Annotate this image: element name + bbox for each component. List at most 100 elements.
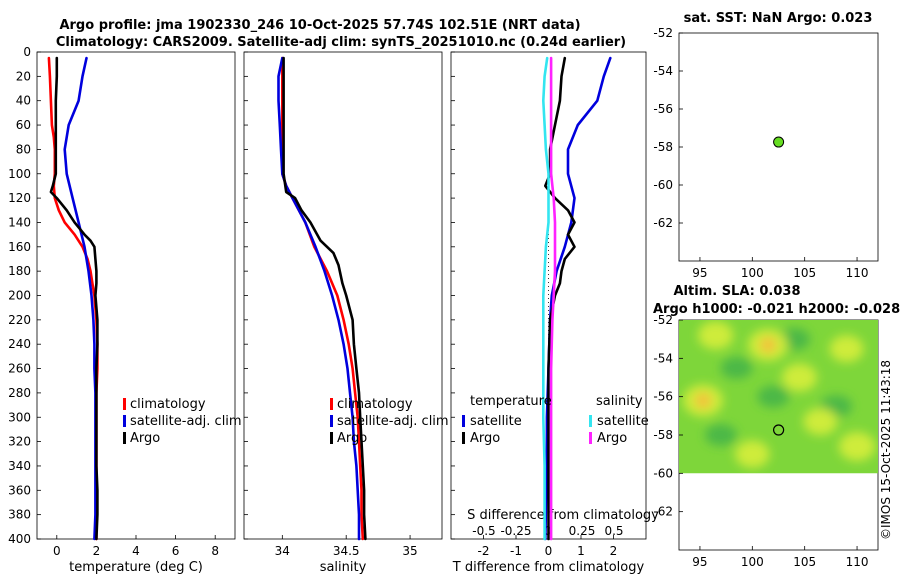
sla-high-cell xyxy=(838,432,876,461)
sla-low-cell xyxy=(720,356,753,379)
y-tick-label: -60 xyxy=(653,178,673,192)
legend-label: climatology xyxy=(337,397,413,412)
y-tick-label: 80 xyxy=(16,142,31,156)
x-top-tick-label: 0.25 xyxy=(569,524,596,538)
series-line-temperature-argo xyxy=(543,56,576,541)
x-top-tick-label: -0.5 xyxy=(472,524,495,538)
plot-frame xyxy=(243,51,443,540)
y-tick-label: 140 xyxy=(8,215,31,229)
map-frame xyxy=(678,32,879,262)
y-tick-label: 60 xyxy=(16,118,31,132)
y-tick-label: -54 xyxy=(653,64,673,78)
x-tick-label: 100 xyxy=(741,266,764,280)
x-axis-label: temperature (deg C) xyxy=(69,560,203,575)
legend-swatch xyxy=(123,432,126,444)
legend-label: satellite-adj. clim xyxy=(130,414,242,429)
sla-high-cell xyxy=(803,408,838,436)
legend-label: satellite xyxy=(470,414,522,429)
y-tick-label: -52 xyxy=(653,26,673,40)
x-axis-label: T difference from climatology xyxy=(452,560,645,575)
legend-label: Argo xyxy=(470,431,500,446)
x-tick-label: 4 xyxy=(132,544,140,558)
y-tick-label: 280 xyxy=(8,386,31,400)
series-line-argo xyxy=(49,56,99,541)
legend-label: satellite xyxy=(597,414,649,429)
sla-high-cell xyxy=(829,335,864,363)
y-tick-label: -54 xyxy=(653,351,673,365)
x-tick-label: 0 xyxy=(53,544,61,558)
x-tick-label: 100 xyxy=(741,555,764,569)
y-tick-label: 320 xyxy=(8,435,31,449)
y-tick-label: 200 xyxy=(8,289,31,303)
difference-panel: -2 -1 0 1 2 T difference from climatology S di… xyxy=(450,51,659,575)
legend-label: Argo xyxy=(130,431,160,446)
x-tick-label: 34 xyxy=(275,544,290,558)
x-tick-label: 8 xyxy=(211,544,219,558)
x-tick-label: 105 xyxy=(793,266,816,280)
heatmap-blobs xyxy=(683,321,876,468)
sla-map-subtitle: Argo h1000: -0.021 h2000: -0.028 xyxy=(653,302,900,317)
y-tick-label: -52 xyxy=(653,313,673,327)
sla-low-cell xyxy=(704,424,737,446)
x-tick-label: 110 xyxy=(846,266,869,280)
x-tick-label: 95 xyxy=(692,555,707,569)
sst-map-title: sat. SST: NaN Argo: 0.023 xyxy=(684,11,873,26)
sla-peak-cell xyxy=(695,392,712,409)
y-tick-label: 240 xyxy=(8,337,31,351)
x-tick-label: -1 xyxy=(510,544,522,558)
sla-peak-cell xyxy=(760,336,777,353)
altim-sla-map-panel: Altim. SLA: 0.038 Argo h1000: -0.021 h200… xyxy=(653,284,900,569)
legend-group-title: temperature xyxy=(470,394,552,409)
x-axis-label: salinity xyxy=(320,560,367,575)
legend-swatch xyxy=(589,432,592,444)
legend-label: satellite-adj. clim xyxy=(337,414,449,429)
legend-swatch xyxy=(123,415,126,427)
y-tick-label: 40 xyxy=(16,94,31,108)
series-line-argo xyxy=(282,56,367,541)
x-tick-label: 95 xyxy=(692,266,707,280)
legend-label: climatology xyxy=(130,397,206,412)
x-tick-label: 105 xyxy=(793,555,816,569)
sla-high-cell xyxy=(698,321,734,350)
y-tick-label: 220 xyxy=(8,313,31,327)
y-tick-label: 260 xyxy=(8,362,31,376)
x-tick-label: 2 xyxy=(610,544,618,558)
legend-swatch xyxy=(462,415,465,427)
series-line-salinity-satellite xyxy=(541,56,550,541)
y-tick-label: 20 xyxy=(16,69,31,83)
x-tick-label: 1 xyxy=(577,544,585,558)
x-tick-label: 35 xyxy=(402,544,417,558)
legend-group-title: salinity xyxy=(596,394,643,409)
copyright-watermark: ©IMOS 15-Oct-2025 11:43:18 xyxy=(879,360,893,540)
legend-label: Argo xyxy=(597,431,627,446)
y-tick-label: 360 xyxy=(8,483,31,497)
y-tick-label: 340 xyxy=(8,459,31,473)
legend-swatch xyxy=(462,432,465,444)
x-tick-label: 0 xyxy=(545,544,553,558)
x-tick-label: 2 xyxy=(93,544,101,558)
legend-swatch xyxy=(330,432,333,444)
y-tick-label: 0 xyxy=(23,45,31,59)
y-tick-label: 160 xyxy=(8,240,31,254)
legend-swatch xyxy=(123,398,126,410)
y-tick-label: 400 xyxy=(8,532,31,546)
plot-frame xyxy=(36,51,236,540)
legend-swatch xyxy=(330,415,333,427)
figure-title-line1: Argo profile: jma 1902330_246 10-Oct-202… xyxy=(59,18,580,33)
y-tick-label: 180 xyxy=(8,264,31,278)
legend-label: Argo xyxy=(337,431,367,446)
y-tick-label: 300 xyxy=(8,410,31,424)
legend-swatch xyxy=(330,398,333,410)
x-top-tick-label: -0.25 xyxy=(500,524,531,538)
sla-map-title: Altim. SLA: 0.038 xyxy=(674,284,801,299)
y-tick-label: -62 xyxy=(653,505,673,519)
salinity-panel: 34 34.5 35 salinity climatology satellite-adj… xyxy=(243,51,449,575)
legend-swatch xyxy=(589,415,592,427)
x-tick-label: 110 xyxy=(846,555,869,569)
temperature-panel: 0 2 4 6 802040608010012014016018020022024026… xyxy=(8,45,242,575)
argo-location-marker xyxy=(773,424,785,436)
x-tick-label: 6 xyxy=(172,544,180,558)
x-top-tick-label: 0.5 xyxy=(604,524,623,538)
x-tick-label: -2 xyxy=(478,544,490,558)
